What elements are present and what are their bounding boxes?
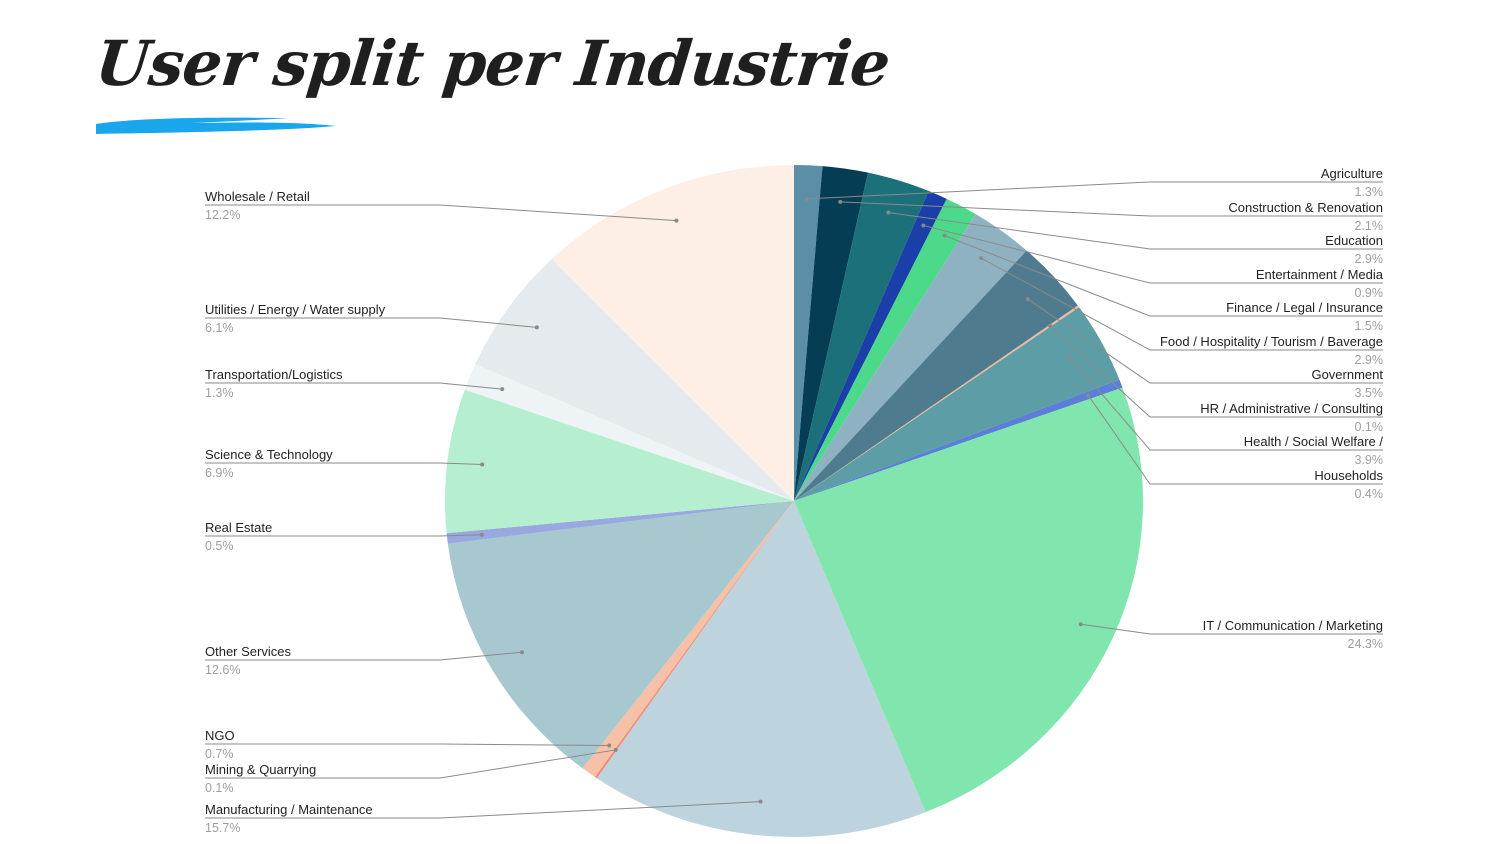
slice-label-wholesale-retail: Wholesale / Retail — [205, 189, 310, 204]
leader-line-manufacturing-maintenance — [205, 801, 761, 819]
pie-slice-hr-administrative-consulting — [794, 305, 1080, 501]
slice-value-households: 0.4% — [1355, 487, 1384, 501]
slice-value-manufacturing-maintenance: 15.7% — [205, 821, 240, 835]
slice-label-science-technology: Science & Technology — [205, 447, 333, 462]
slice-label-transportation-logistics: Transportation/Logistics — [205, 367, 343, 382]
slice-label-finance-legal-insurance: Finance / Legal / Insurance — [1226, 300, 1383, 315]
pie-slice-manufacturing-maintenance — [596, 501, 926, 837]
slice-value-mining-quarrying: 0.1% — [205, 781, 234, 795]
pie-slice-construction-renovation — [794, 166, 869, 501]
leader-line-transportation-logistics — [205, 382, 503, 390]
pie-slice-households — [794, 379, 1123, 501]
slice-value-construction-renovation: 2.1% — [1355, 219, 1384, 233]
slice-value-other-services: 12.6% — [205, 663, 240, 677]
pie-slice-it-communication-marketing — [794, 387, 1143, 813]
leader-line-households — [1087, 395, 1383, 485]
leader-line-government — [1027, 298, 1383, 384]
slice-value-food-hospitality-tourism-baverage: 2.9% — [1355, 353, 1384, 367]
slice-value-hr-administrative-consulting: 0.1% — [1355, 420, 1384, 434]
slice-label-manufacturing-maintenance: Manufacturing / Maintenance — [205, 802, 373, 817]
slice-label-real-estate: Real Estate — [205, 520, 272, 535]
pie-slice-mining-quarrying — [594, 501, 794, 779]
leader-lines — [205, 181, 1383, 819]
slice-label-construction-renovation: Construction & Renovation — [1228, 200, 1383, 215]
leader-line-finance-legal-insurance — [944, 235, 1383, 317]
slice-label-other-services: Other Services — [205, 644, 291, 659]
slice-value-education: 2.9% — [1355, 252, 1384, 266]
slice-value-real-estate: 0.5% — [205, 539, 234, 553]
pie-slice-other-services — [447, 501, 794, 769]
slice-label-entertainment-media: Entertainment / Media — [1256, 267, 1384, 282]
leader-line-mining-quarrying — [205, 749, 616, 779]
pie-slice-ngo — [582, 501, 794, 777]
pie-slice-agriculture — [794, 165, 823, 501]
leader-line-construction-renovation — [840, 201, 1383, 217]
pie-slice-wholesale-retail — [551, 165, 794, 501]
leader-line-science-technology — [205, 462, 483, 465]
slice-label-households: Households — [1314, 468, 1383, 483]
slice-label-mining-quarrying: Mining & Quarrying — [205, 762, 316, 777]
pie-slice-transportation-logistics — [464, 364, 794, 501]
pie-slices — [445, 165, 1143, 837]
leader-line-entertainment-media — [923, 224, 1383, 284]
slice-label-education: Education — [1325, 233, 1383, 248]
slice-label-health-social-welfare: Health / Social Welfare / — [1244, 434, 1384, 449]
leader-line-hr-administrative-consulting — [1049, 325, 1383, 418]
pie-slice-science-technology — [445, 389, 794, 534]
leader-line-agriculture — [806, 181, 1383, 200]
slice-label-government: Government — [1311, 367, 1383, 382]
slice-value-it-communication-marketing: 24.3% — [1348, 637, 1383, 651]
pie-slice-food-hospitality-tourism-baverage — [794, 214, 1027, 501]
slice-value-entertainment-media: 0.9% — [1355, 286, 1384, 300]
leader-line-ngo — [205, 743, 610, 747]
leader-line-utilities-energy-water-supply — [205, 317, 537, 328]
pie-slice-health-social-welfare — [794, 307, 1120, 501]
leader-line-food-hospitality-tourism-baverage — [980, 257, 1383, 351]
title-underline-brush — [96, 117, 336, 134]
pie-slice-real-estate — [446, 501, 794, 544]
leader-line-other-services — [205, 651, 523, 661]
slice-label-food-hospitality-tourism-baverage: Food / Hospitality / Tourism / Baverage — [1160, 334, 1383, 349]
slice-value-transportation-logistics: 1.3% — [205, 386, 234, 400]
slice-value-wholesale-retail: 12.2% — [205, 208, 240, 222]
slice-label-utilities-energy-water-supply: Utilities / Energy / Water supply — [205, 302, 386, 317]
slice-label-hr-administrative-consulting: HR / Administrative / Consulting — [1200, 401, 1383, 416]
leader-line-wholesale-retail — [205, 204, 677, 222]
leader-line-real-estate — [205, 534, 482, 537]
leader-line-it-communication-marketing — [1080, 623, 1383, 635]
leader-line-education — [888, 212, 1383, 250]
slice-value-government: 3.5% — [1355, 386, 1384, 400]
slice-value-science-technology: 6.9% — [205, 466, 234, 480]
pie-slice-government — [794, 250, 1078, 501]
pie-slice-entertainment-media — [794, 191, 947, 501]
slice-value-agriculture: 1.3% — [1355, 185, 1384, 199]
slice-value-finance-legal-insurance: 1.5% — [1355, 319, 1384, 333]
pie-slice-utilities-energy-water-supply — [475, 259, 794, 501]
leader-line-health-social-welfare — [1070, 357, 1383, 451]
pie-slice-finance-legal-insurance — [794, 198, 976, 501]
slice-value-health-social-welfare: 3.9% — [1355, 453, 1384, 467]
pie-slice-education — [794, 172, 929, 502]
slice-label-ngo: NGO — [205, 728, 235, 743]
slice-value-utilities-energy-water-supply: 6.1% — [205, 321, 234, 335]
slice-value-ngo: 0.7% — [205, 747, 234, 761]
slice-label-agriculture: Agriculture — [1321, 166, 1383, 181]
slice-label-it-communication-marketing: IT / Communication / Marketing — [1203, 618, 1383, 633]
